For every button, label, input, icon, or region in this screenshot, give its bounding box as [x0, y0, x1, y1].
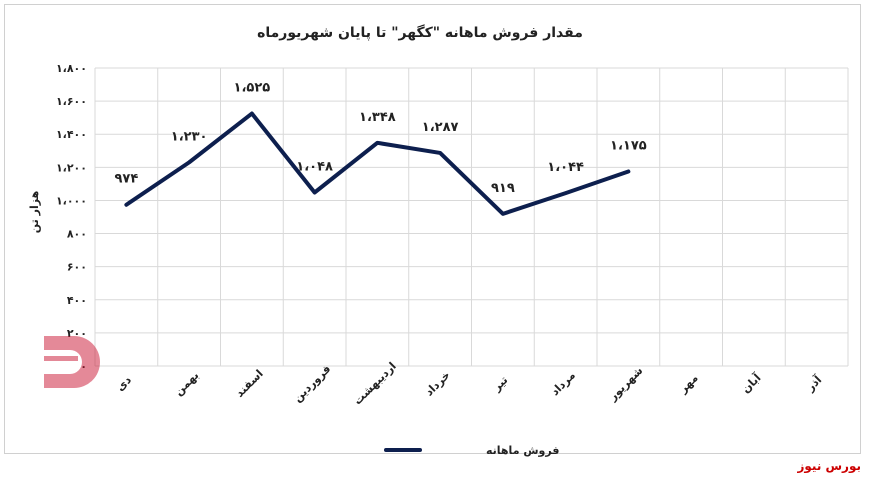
data-label: ۹۱۹: [491, 181, 515, 196]
data-label: ۱،۵۲۵: [234, 81, 271, 96]
y-tick-label: ۶۰۰: [67, 261, 87, 274]
x-tick-label: آبان: [739, 370, 764, 395]
y-axis-label: هزار تن: [28, 191, 41, 233]
y-tick-label: ۲۰۰: [67, 327, 87, 340]
y-tick-label: ۱،۶۰۰: [56, 95, 87, 108]
x-tick-label: اردیبهشت: [351, 360, 399, 408]
data-label: ۱،۰۴۸: [296, 159, 333, 174]
data-label: ۱،۲۸۷: [422, 120, 459, 135]
x-tick-label: آذر: [803, 372, 825, 394]
y-tick-label: ۱،۲۰۰: [56, 161, 87, 174]
x-tick-label: دی: [114, 373, 135, 394]
legend: فروش ماهانه: [384, 444, 559, 457]
x-tick-label: بهمن: [172, 369, 201, 398]
chart-title: مقدار فروش ماهانه "کگهر" تا پایان شهریور…: [257, 24, 583, 41]
x-tick-label: خرداد: [423, 368, 453, 398]
x-tick-label: تیر: [490, 373, 511, 394]
data-label: ۱،۲۳۰: [171, 129, 208, 144]
data-label: ۱،۱۷۵: [610, 138, 647, 153]
y-tick-label: ۰: [80, 360, 87, 373]
y-tick-label: ۱،۴۰۰: [56, 128, 87, 141]
grid-lines: [94, 67, 849, 367]
logo-stripe: [44, 356, 78, 361]
y-tick-label: ۱،۰۰۰: [56, 194, 87, 207]
x-tick-label: شهریور: [606, 364, 646, 404]
y-tick-label: ۱،۸۰۰: [56, 62, 87, 75]
series-line: [124, 111, 631, 216]
data-label: ۱،۳۴۸: [359, 110, 396, 125]
y-tick-label: ۸۰۰: [67, 228, 87, 241]
bourse-news-watermark-logo: [44, 336, 100, 388]
data-labels: ۹۷۴ ۱،۲۳۰ ۱،۵۲۵ ۱،۰۴۸ ۱،۳۴۸ ۱،۲۸۷ ۹۱۹ ۱،۰۴۴ ۱،۱۷…: [114, 81, 646, 196]
data-label: ۱،۰۴۴: [547, 160, 584, 175]
x-tick-label: مهر: [676, 372, 701, 397]
y-tick-label: ۴۰۰: [67, 294, 87, 307]
chart-frame: [4, 4, 861, 454]
legend-label: فروش ماهانه: [486, 444, 559, 457]
data-label: ۹۷۴: [114, 172, 138, 187]
x-axis-ticks: دی بهمن اسفند فروردین اردیبهشت خرداد تیر مرداد ش…: [114, 360, 825, 408]
x-tick-label: اسفند: [233, 367, 266, 400]
x-tick-label: مرداد: [548, 369, 577, 398]
source-credit: بورس نیوز: [797, 459, 861, 473]
x-tick-label: فروردین: [291, 362, 333, 404]
logo-shape-inner: [44, 350, 82, 374]
series-lines: [124, 111, 631, 216]
y-axis-ticks: ۰ ۲۰۰ ۴۰۰ ۶۰۰ ۸۰۰ ۱،۰۰۰ ۱،۲۰۰ ۱،۴۰۰ ۱،۶۰۰ ۱،۸۰۰: [56, 62, 87, 373]
